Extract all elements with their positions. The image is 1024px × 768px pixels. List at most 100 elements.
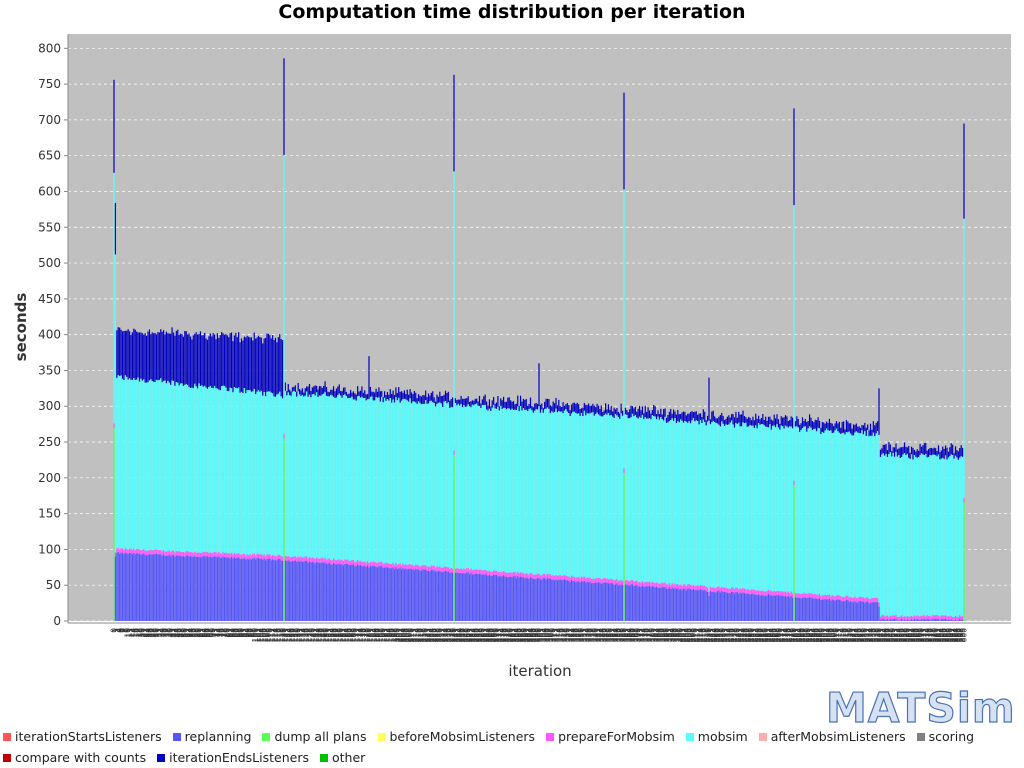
- bar-segment-mobsim: [578, 413, 580, 577]
- x-tick-label: 441: [734, 628, 743, 643]
- iteration-bar: [116, 330, 118, 621]
- bar-segment-iterationEndsListeners: [731, 413, 733, 421]
- bar-segment-prepareForMobsim: [344, 559, 346, 564]
- bar-segment-prepareForMobsim: [136, 548, 138, 554]
- bar-segment-mobsim: [365, 400, 367, 563]
- iteration-bar: [215, 339, 217, 621]
- bar-segment-mobsim: [704, 421, 706, 586]
- bar-segment-iterationEndsListeners: [296, 391, 298, 397]
- x-tick-label: 334: [583, 628, 592, 643]
- x-tick-label: 232: [438, 628, 447, 643]
- bar-segment-iterationEndsListeners: [389, 388, 391, 398]
- bar-segment-iterationEndsListeners: [851, 428, 853, 436]
- bar-segment-replanning: [389, 568, 391, 621]
- bar-segment-iterationEndsListeners: [807, 420, 809, 429]
- legend-label: scoring: [928, 729, 975, 744]
- bar-segment-iterationEndsListeners: [600, 405, 602, 417]
- bar-segment-mobsim: [736, 423, 738, 588]
- bar-segment-replanning: [388, 567, 390, 621]
- bar-segment-iterationEndsListeners: [913, 449, 916, 455]
- x-tick-label: 488: [801, 628, 810, 643]
- bar-segment-mobsim: [470, 407, 472, 569]
- iteration-bar: [825, 421, 828, 621]
- iteration-bar: [342, 387, 345, 621]
- bar-segment-iterationEndsListeners: [304, 388, 306, 396]
- iteration-bar: [864, 422, 866, 621]
- bar-segment-prepareForMobsim: [589, 577, 591, 582]
- iteration-bar: [119, 327, 121, 621]
- bar-segment-prepareForMobsim: [555, 574, 557, 580]
- bar-segment-mobsim: [793, 205, 795, 481]
- bar-segment-prepareForMobsim: [192, 552, 194, 558]
- bar-segment-mobsim: [430, 400, 432, 566]
- bar-segment-mobsim: [306, 391, 308, 557]
- bar-segment-iterationEndsListeners: [399, 391, 401, 403]
- bar-segment-prepareForMobsim: [803, 592, 805, 597]
- bar-segment-iterationEndsListeners: [927, 449, 930, 457]
- bar-segment-replanning: [330, 564, 332, 621]
- x-tick-label: 31: [153, 628, 162, 638]
- iteration-bar: [553, 403, 556, 621]
- bar-segment-iterationEndsListeners: [191, 339, 193, 388]
- bar-segment-iterationEndsListeners: [498, 406, 500, 411]
- iteration-bar: [933, 447, 935, 621]
- iteration-bar: [603, 410, 605, 621]
- bar-segment-mobsim: [450, 406, 452, 568]
- bar-segment-prepareForMobsim: [869, 598, 872, 604]
- bar-segment-prepareForMobsim: [178, 551, 180, 556]
- x-tick-label: 279: [505, 628, 514, 643]
- iteration-bar: [677, 409, 679, 621]
- x-tick-label: 102: [254, 628, 263, 643]
- bar-segment-mobsim: [891, 456, 893, 617]
- bar-segment-iterationEndsListeners: [697, 414, 699, 421]
- bar-segment-replanning: [562, 579, 564, 621]
- x-tick-label: 526: [855, 628, 864, 643]
- iteration-bar: [953, 453, 955, 622]
- iteration-bar: [546, 398, 549, 621]
- bar-segment-mobsim: [637, 418, 639, 583]
- x-tick-label: 474: [781, 628, 790, 643]
- bar-segment-replanning: [304, 560, 306, 621]
- bar-segment-replanning: [235, 558, 237, 621]
- x-tick-label: 508: [829, 628, 838, 643]
- bar-segment-replanning: [818, 598, 821, 621]
- bar-segment-replanning: [689, 589, 692, 621]
- iteration-bar: [147, 331, 149, 621]
- bar-segment-prepareForMobsim: [692, 584, 695, 589]
- bar-segment-iterationEndsListeners: [187, 334, 189, 385]
- bar-segment-mobsim: [808, 426, 811, 594]
- iteration-bar: [225, 333, 227, 621]
- x-tick-label: 122: [282, 628, 291, 643]
- bar-segment-prepareForMobsim: [922, 615, 924, 620]
- x-tick-label: 39: [165, 628, 174, 638]
- bar-segment-replanning: [280, 560, 282, 621]
- iteration-bar: [896, 449, 899, 621]
- bar-segment-replanning: [276, 560, 278, 621]
- iteration-bar: [167, 333, 169, 621]
- iteration-bar: [301, 388, 304, 621]
- iteration-bar: [191, 339, 193, 621]
- bar-segment-replanning: [510, 576, 512, 621]
- bar-segment-mobsim: [610, 414, 612, 579]
- iteration-bar: [939, 452, 941, 621]
- bar-segment-replanning: [743, 592, 746, 621]
- bar-segment-prepareForMobsim: [470, 568, 472, 573]
- bar-segment-mobsim: [515, 410, 517, 574]
- bar-segment-mobsim: [896, 456, 899, 617]
- bar-segment-mobsim: [535, 409, 537, 575]
- bar-segment-iterationEndsListeners: [833, 426, 835, 433]
- bar-segment-iterationEndsListeners: [202, 335, 204, 387]
- iteration-bar: [250, 337, 253, 621]
- bar-segment-iterationEndsListeners: [705, 420, 707, 426]
- iteration-bar: [944, 445, 947, 621]
- bar-segment-iterationEndsListeners: [306, 386, 308, 392]
- x-tick-label: 141: [309, 628, 318, 643]
- bar-segment-iterationEndsListeners: [442, 396, 444, 407]
- iteration-bar: [743, 416, 746, 621]
- bar-segment-iterationEndsListeners: [621, 410, 624, 416]
- iteration-bar: [276, 342, 278, 621]
- bar-segment-replanning: [433, 570, 435, 621]
- bar-segment-prepareForMobsim: [816, 594, 818, 599]
- bar-segment-replanning: [714, 592, 716, 621]
- x-tick-label: 324: [569, 628, 578, 643]
